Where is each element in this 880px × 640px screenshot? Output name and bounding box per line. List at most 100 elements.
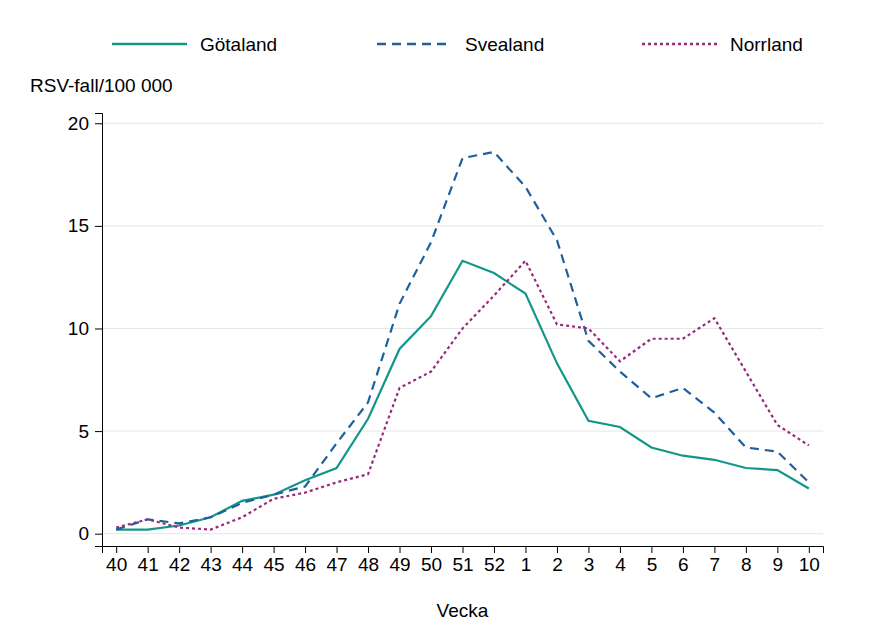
tick: 2 [552, 546, 563, 575]
tick-label: 20 [68, 113, 89, 134]
tick-label: 40 [106, 554, 127, 575]
tick: 0 [78, 523, 102, 544]
tick-label: 10 [799, 554, 820, 575]
tick-mark [777, 546, 778, 553]
tick-mark [588, 546, 589, 553]
series-line [116, 261, 809, 530]
series-line [116, 261, 809, 530]
tick-mark [809, 546, 810, 553]
tick-label: 9 [773, 554, 784, 575]
axis-line [103, 547, 824, 554]
tick-label: 52 [484, 554, 505, 575]
tick: 1 [521, 546, 532, 575]
tick-label: 8 [741, 554, 752, 575]
tick-mark [337, 546, 338, 553]
tick-label: 4 [615, 554, 626, 575]
tick: 15 [68, 215, 102, 236]
legend-swatch [377, 43, 452, 45]
tick-label: 42 [169, 554, 190, 575]
tick-label: 41 [138, 554, 159, 575]
tick-label: 0 [78, 523, 89, 544]
tick: 46 [295, 546, 316, 575]
tick-mark [211, 546, 212, 553]
tick-label: 51 [452, 554, 473, 575]
tick: 47 [326, 546, 347, 575]
y-axis-title: RSV-fall/100 000 [30, 75, 173, 96]
tick: 9 [773, 546, 784, 575]
axis-line [95, 114, 103, 547]
tick: 51 [452, 546, 473, 575]
tick-mark [557, 546, 558, 553]
legend-label: Götaland [200, 34, 277, 55]
x-axis-title: Vecka [437, 600, 489, 621]
tick: 4 [615, 546, 626, 575]
chart: 0510152040414243444546474849505152123456… [0, 0, 880, 640]
tick: 41 [138, 546, 159, 575]
tick-label: 43 [201, 554, 222, 575]
grid [102, 123, 823, 533]
tick-mark [242, 546, 243, 553]
tick-label: 45 [264, 554, 285, 575]
tick-label: 7 [710, 554, 721, 575]
series-line [116, 152, 809, 530]
tick: 3 [584, 546, 595, 575]
legend: Götaland Svealand Norrland [112, 34, 803, 55]
tick-mark [431, 546, 432, 553]
grid-line [102, 533, 823, 534]
tick: 43 [201, 546, 222, 575]
tick-mark [400, 546, 401, 553]
tick: 42 [169, 546, 190, 575]
tick: 10 [68, 318, 102, 339]
tick-mark [95, 123, 102, 124]
tick-label: 10 [68, 318, 89, 339]
tick-label: 15 [68, 215, 89, 236]
tick-label: 6 [678, 554, 689, 575]
tick-label: 3 [584, 554, 595, 575]
legend-swatch [112, 43, 187, 45]
legend-label: Svealand [465, 34, 544, 55]
legend-swatch [642, 43, 717, 45]
tick: 5 [647, 546, 658, 575]
tick-mark [368, 546, 369, 553]
tick-mark [463, 546, 464, 553]
grid-line [102, 225, 823, 226]
grid-line [102, 123, 823, 124]
x-axis: 4041424344454647484950515212345678910 [103, 546, 824, 575]
tick-mark [525, 546, 526, 553]
legend-label: Norrland [730, 34, 803, 55]
tick-label: 44 [232, 554, 254, 575]
tick: 44 [232, 546, 254, 575]
tick: 8 [741, 546, 752, 575]
tick-mark [651, 546, 652, 553]
tick-mark [95, 328, 102, 329]
tick: 40 [106, 546, 127, 575]
tick-mark [274, 546, 275, 553]
tick-label: 5 [78, 421, 89, 442]
tick-label: 50 [421, 554, 442, 575]
tick-mark [494, 546, 495, 553]
tick-mark [305, 546, 306, 553]
tick-mark [95, 534, 102, 535]
tick: 49 [389, 546, 410, 575]
tick-mark [95, 431, 102, 432]
tick-label: 1 [521, 554, 532, 575]
tick-mark [714, 546, 715, 553]
y-axis: 0 5 10 15 20 [68, 113, 103, 547]
tick-label: 5 [647, 554, 658, 575]
tick-mark [179, 546, 180, 553]
tick-mark [746, 546, 747, 553]
lines [116, 152, 809, 530]
tick: 20 [68, 113, 102, 134]
tick-label: 46 [295, 554, 316, 575]
tick: 50 [421, 546, 442, 575]
tick: 48 [358, 546, 379, 575]
tick-mark [116, 546, 117, 553]
tick: 5 [78, 421, 102, 442]
tick: 6 [678, 546, 689, 575]
tick: 45 [264, 546, 285, 575]
tick-mark [95, 226, 102, 227]
tick-label: 47 [326, 554, 347, 575]
tick-label: 48 [358, 554, 379, 575]
tick-label: 2 [552, 554, 563, 575]
grid-line [102, 431, 823, 432]
